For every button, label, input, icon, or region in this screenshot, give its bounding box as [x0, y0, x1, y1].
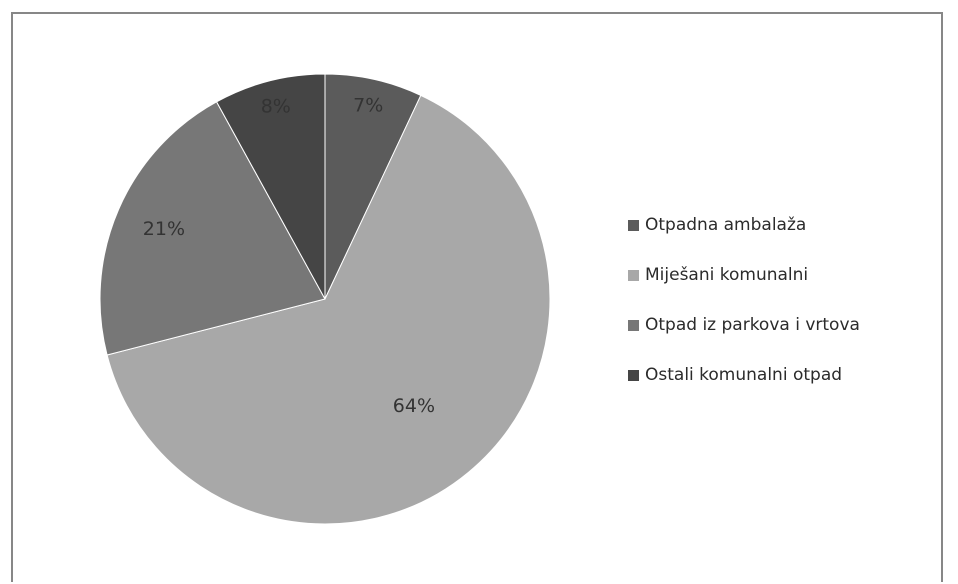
- slice-label: 8%: [261, 96, 291, 118]
- legend-label: Otpadna ambalaža: [645, 215, 807, 235]
- legend-label: Ostali komunalni otpad: [645, 365, 843, 385]
- slice-label: 7%: [353, 94, 383, 116]
- pie-labels: 7% 64% 21% 8%: [143, 94, 435, 417]
- legend-swatch: [628, 219, 639, 231]
- legend-item: Miješani komunalni: [628, 263, 808, 287]
- slice-label: 21%: [143, 218, 185, 240]
- legend-label: Miješani komunalni: [645, 265, 809, 285]
- pie-slice: [99, 101, 326, 356]
- legend-item: Ostali komunalni otpad: [628, 363, 842, 387]
- pie-slice: [106, 94, 551, 525]
- legend-swatch: [628, 319, 639, 331]
- pie-slice: [215, 73, 326, 300]
- legend-item: Otpadna ambalaža: [628, 213, 806, 237]
- slice-label: 64%: [393, 395, 435, 417]
- legend-label: Otpad iz parkova i vrtova: [645, 315, 860, 335]
- legend-swatch: [628, 269, 639, 281]
- legend-swatch: [628, 369, 639, 381]
- legend-item: Otpad iz parkova i vrtova: [628, 313, 860, 337]
- pie-slices: [99, 73, 551, 525]
